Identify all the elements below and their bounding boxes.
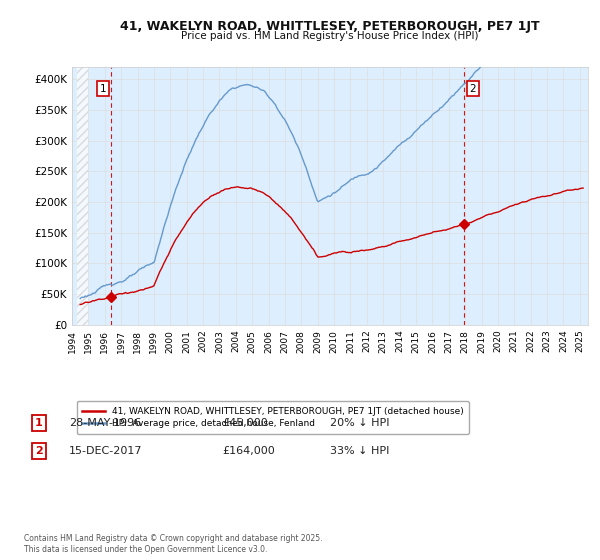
Text: 33% ↓ HPI: 33% ↓ HPI [330,446,389,456]
Legend: 41, WAKELYN ROAD, WHITTLESEY, PETERBOROUGH, PE7 1JT (detached house), HPI: Avera: 41, WAKELYN ROAD, WHITTLESEY, PETERBOROU… [77,402,469,434]
Text: 1: 1 [35,418,43,428]
Text: 1: 1 [100,83,107,94]
Text: 15-DEC-2017: 15-DEC-2017 [69,446,143,456]
Text: 28-MAY-1996: 28-MAY-1996 [69,418,141,428]
Text: 2: 2 [469,83,476,94]
Text: £45,000: £45,000 [222,418,268,428]
Text: 20% ↓ HPI: 20% ↓ HPI [330,418,389,428]
Text: Price paid vs. HM Land Registry's House Price Index (HPI): Price paid vs. HM Land Registry's House … [181,31,479,41]
Text: Contains HM Land Registry data © Crown copyright and database right 2025.
This d: Contains HM Land Registry data © Crown c… [24,534,323,554]
Text: £164,000: £164,000 [222,446,275,456]
Text: 41, WAKELYN ROAD, WHITTLESEY, PETERBOROUGH, PE7 1JT: 41, WAKELYN ROAD, WHITTLESEY, PETERBOROU… [120,20,540,32]
Text: 2: 2 [35,446,43,456]
